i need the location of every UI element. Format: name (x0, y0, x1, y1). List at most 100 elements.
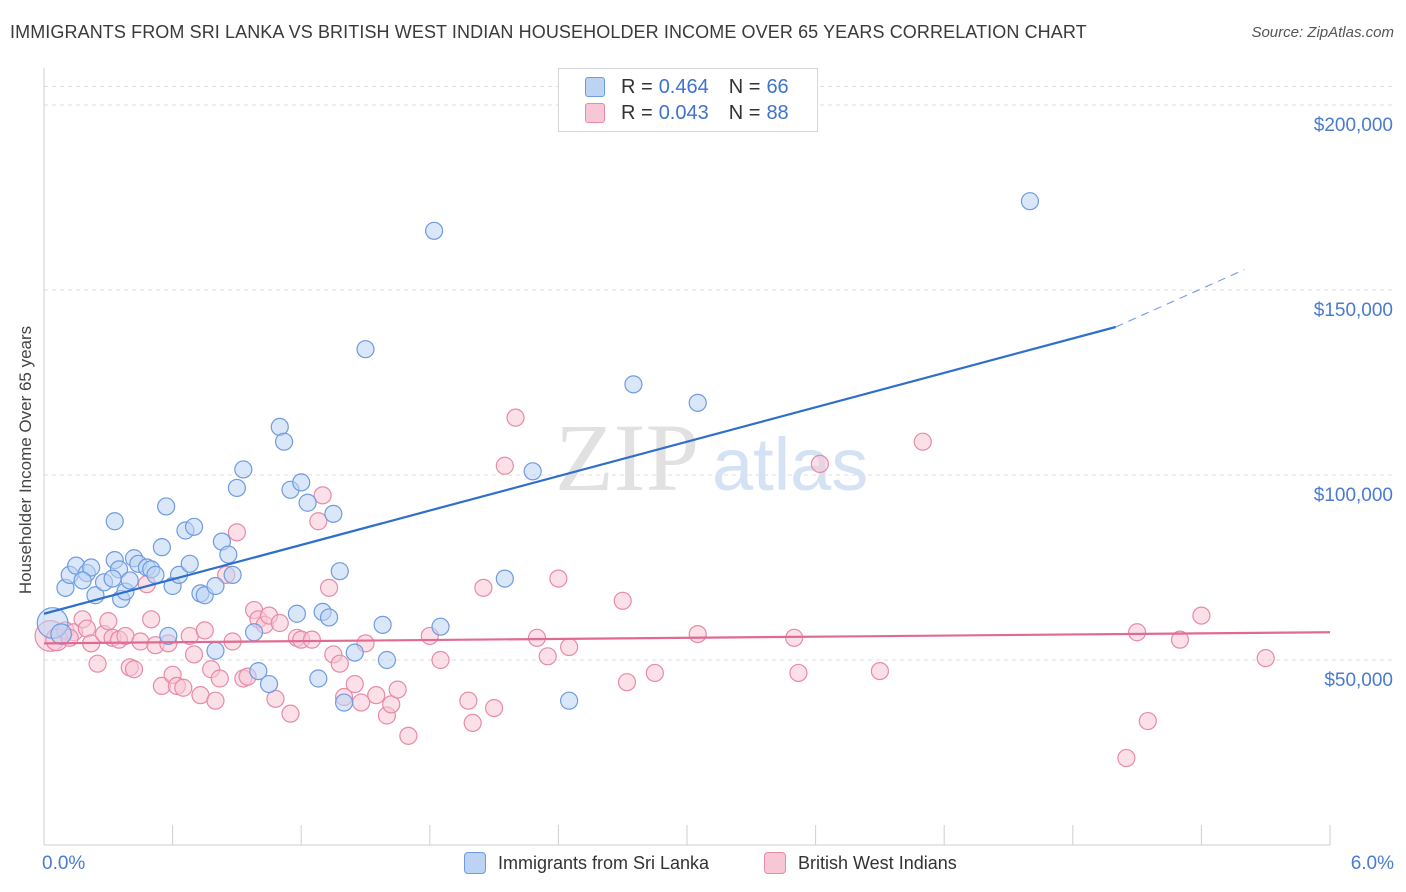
data-point (560, 637, 579, 657)
data-point (474, 578, 493, 597)
series-sri-lanka (36, 192, 1040, 712)
data-point (184, 645, 204, 664)
data-point (281, 704, 300, 723)
data-point (373, 615, 392, 634)
data-point (287, 604, 307, 623)
data-point (334, 693, 354, 712)
data-point (330, 562, 349, 581)
legend-row-british-west-indians: R = 0.043 N = 88 (585, 100, 789, 126)
data-point (810, 454, 829, 473)
data-point (159, 626, 178, 646)
x-tick-label: 6.0% (1351, 853, 1394, 874)
data-point (210, 669, 229, 688)
data-point (120, 571, 139, 590)
legend-n-value: 88 (766, 101, 789, 124)
data-point (324, 504, 343, 523)
x-tick-label: 0.0% (42, 853, 85, 874)
legend-n-label: N = (728, 101, 761, 124)
legend-r-label: R = (621, 101, 653, 124)
data-point (495, 456, 514, 475)
data-point (227, 478, 246, 498)
data-point (259, 674, 279, 694)
stats-legend: R = 0.464 N = 66 R = 0.043 N = 88 (558, 68, 818, 132)
data-point (142, 610, 161, 629)
data-point (549, 569, 568, 588)
data-point (298, 493, 317, 512)
data-point (219, 545, 238, 564)
data-point (356, 340, 375, 359)
data-point (103, 569, 122, 588)
legend-label: Immigrants from Sri Lanka (498, 852, 710, 873)
data-point (244, 623, 264, 642)
data-point (913, 432, 932, 451)
data-point (1138, 711, 1157, 731)
data-point (124, 660, 144, 679)
data-point (1192, 606, 1211, 625)
data-point (292, 473, 311, 492)
data-point (249, 661, 268, 681)
data-point (617, 673, 637, 692)
data-point (157, 497, 176, 516)
legend-swatch-blue (464, 852, 486, 874)
data-point (367, 686, 386, 705)
data-point (431, 650, 450, 670)
trend-lines (43, 269, 1331, 645)
trend-line-sri-lanka (43, 325, 1116, 615)
data-point (302, 630, 322, 649)
data-point (1117, 748, 1136, 768)
legend-r-label: R = (621, 75, 653, 98)
data-point (88, 654, 107, 673)
data-point (206, 576, 225, 596)
data-point (459, 691, 478, 710)
data-point (789, 663, 808, 683)
series-legend: Immigrants from Sri Lanka British West I… (0, 852, 1406, 876)
data-point (431, 617, 450, 636)
watermark: ZIP atlas (555, 404, 868, 511)
data-point (523, 462, 542, 481)
data-point (345, 674, 364, 694)
data-point (309, 669, 328, 688)
data-point (274, 432, 294, 451)
data-point (463, 713, 482, 733)
data-point (82, 558, 101, 577)
data-point (538, 647, 557, 666)
y-tick-label: $150,000 (1314, 300, 1393, 321)
axes (43, 68, 1331, 846)
data-point (388, 680, 407, 699)
data-point (352, 693, 371, 712)
data-point (1127, 623, 1147, 642)
data-point (399, 726, 418, 745)
data-point (309, 512, 328, 531)
data-point (1020, 192, 1040, 211)
data-point (377, 650, 397, 670)
data-point (319, 608, 339, 627)
data-point (152, 538, 171, 557)
legend-n-label: N = (728, 75, 761, 98)
data-point (206, 691, 225, 710)
y-tick-label: $100,000 (1314, 485, 1393, 506)
data-point (313, 486, 332, 505)
trend-line-sri-lanka-extension (1115, 269, 1245, 328)
legend-label: British West Indians (798, 852, 957, 873)
chart-title: IMMIGRANTS FROM SRI LANKA VS BRITISH WES… (10, 22, 1087, 42)
legend-swatch-pink (585, 103, 605, 123)
data-point (506, 408, 525, 427)
data-point (560, 691, 579, 710)
gridlines (44, 86, 1395, 661)
data-point (319, 578, 339, 597)
data-point (495, 569, 514, 588)
data-point (688, 624, 707, 644)
data-point (424, 221, 444, 240)
data-point (105, 512, 124, 531)
data-point (330, 654, 349, 673)
data-point (345, 643, 364, 662)
data-point (624, 375, 643, 394)
data-point (223, 565, 242, 585)
y-tick-label: $200,000 (1314, 115, 1393, 136)
data-point (688, 393, 707, 412)
trend-line-british-west-indians (43, 631, 1331, 645)
data-point (485, 698, 504, 718)
data-point (227, 523, 246, 542)
data-point (206, 641, 225, 660)
